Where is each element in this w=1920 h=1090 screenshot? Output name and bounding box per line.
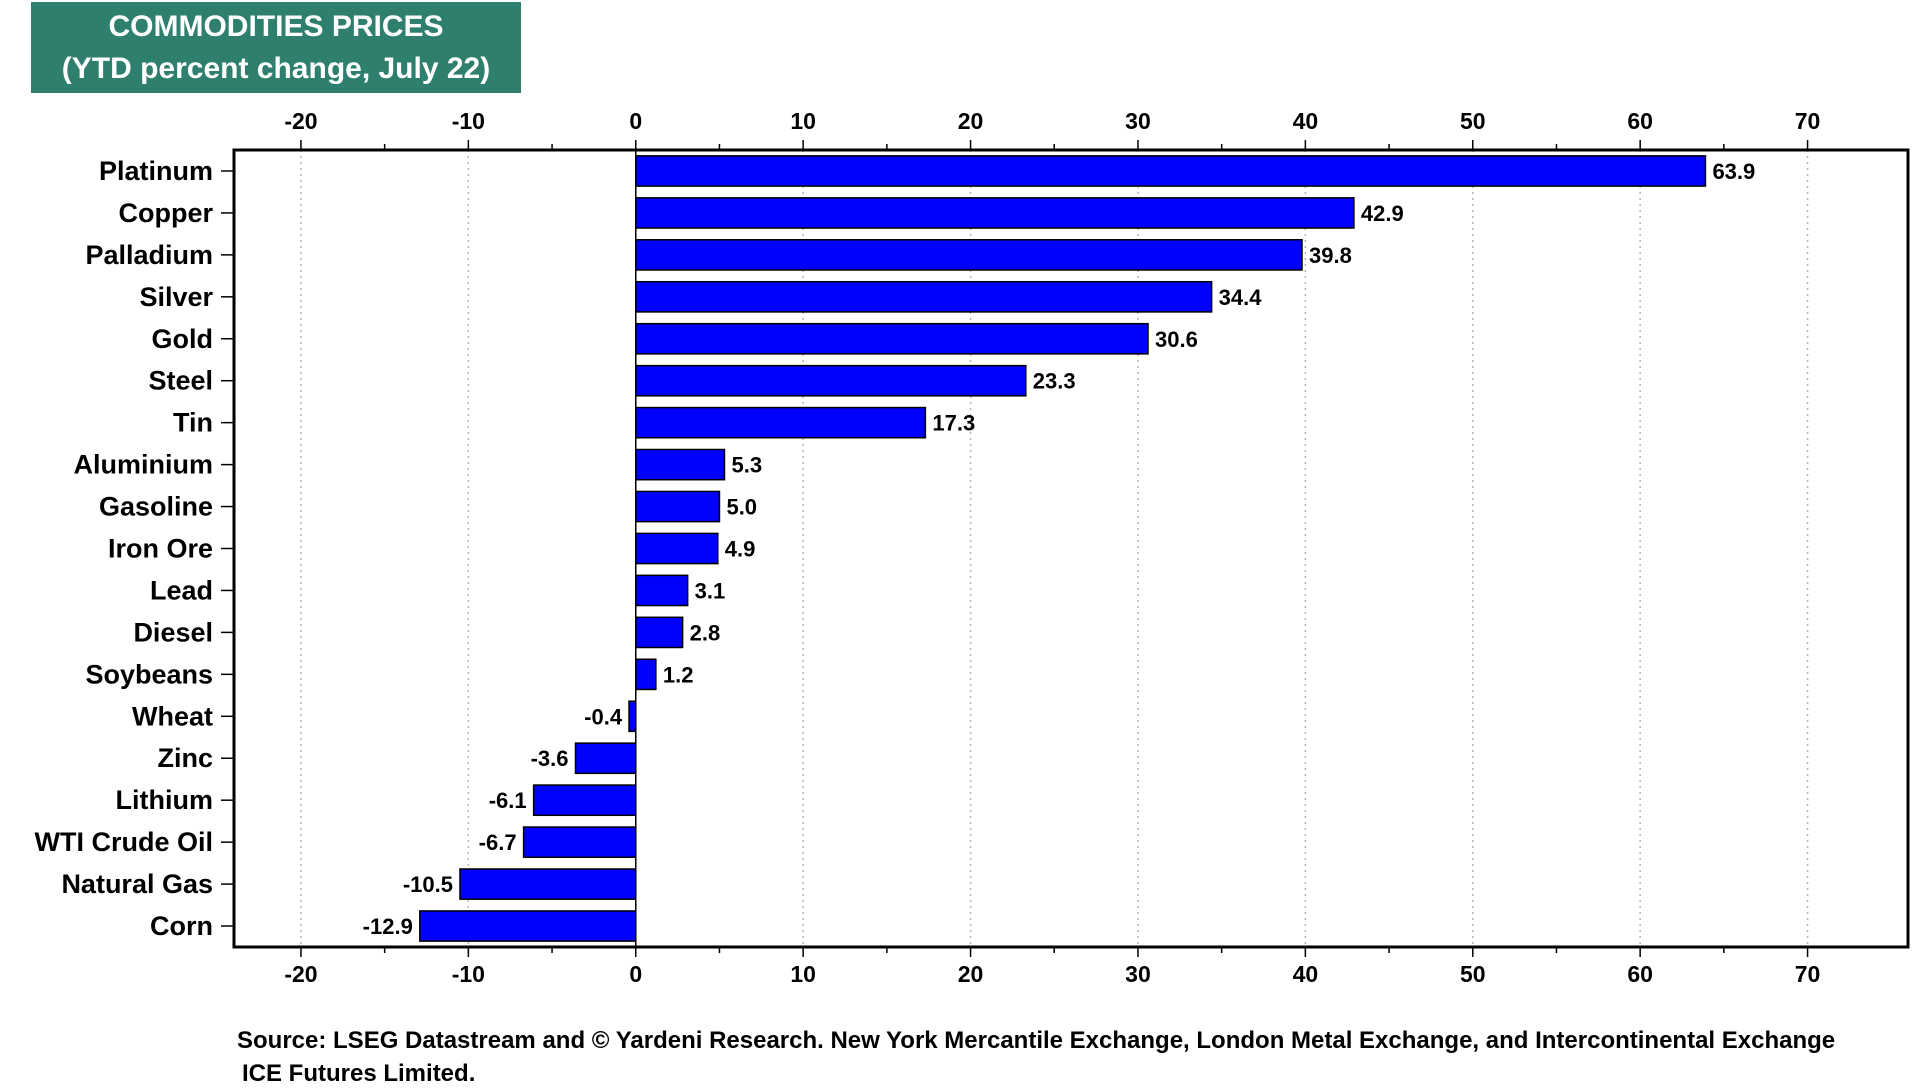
x-tick-label-top: -10 [452,108,485,134]
x-tick-label-bottom: -10 [452,961,485,987]
value-label: -6.7 [479,830,517,855]
category-label: Palladium [85,240,213,270]
bar [635,574,689,607]
bar [635,364,1027,397]
source-line-1: Source: LSEG Datastream and © Yardeni Re… [237,1027,1836,1054]
category-label: Steel [148,366,213,396]
bar [532,784,637,817]
bar [635,155,1707,187]
x-tick-label-top: -20 [284,108,317,134]
bar [459,868,637,900]
bar [635,322,1149,355]
value-label: 63.9 [1712,159,1755,184]
bar [635,658,657,691]
category-label: Lithium [116,785,213,815]
x-tick-label-top: 40 [1293,108,1319,134]
axis-labels: Platinum Copper Palladium Silver Gold Steel Ti… [35,108,1821,987]
category-label: Lead [150,575,213,605]
axis-ticks [221,140,1809,957]
value-label: 2.8 [690,620,721,645]
chart-subtitle: (YTD percent change, July 22) [61,51,491,85]
category-label: Wheat [132,701,213,731]
x-tick-label-bottom: 70 [1795,961,1821,987]
value-label: 17.3 [932,411,975,436]
value-label: -3.6 [531,746,569,771]
category-label: Platinum [99,156,213,186]
bar [635,448,726,481]
value-label: 5.0 [726,495,757,520]
value-label: 39.8 [1309,243,1352,268]
bar [574,742,637,775]
source-line-2: ICE Futures Limited. [242,1060,476,1087]
bar [635,490,721,523]
chart-title-box: COMMODITIES PRICES (YTD percent change, … [31,2,521,93]
category-label: Zinc [157,743,213,773]
x-tick-label-bottom: 50 [1460,961,1486,987]
bar [635,280,1213,313]
chart-title: COMMODITIES PRICES [108,9,444,43]
x-tick-label-bottom: 30 [1125,961,1151,987]
bar [635,197,1355,229]
x-tick-label-bottom: 0 [629,961,642,987]
category-label: Soybeans [85,659,213,689]
category-label: Gold [152,324,214,354]
bar [635,406,927,439]
x-tick-label-top: 20 [958,108,984,134]
value-label: 34.4 [1219,285,1263,310]
category-label: Gasoline [99,492,213,522]
x-tick-label-top: 0 [629,108,642,134]
x-tick-label-bottom: 10 [790,961,816,987]
value-label: 4.9 [725,537,756,562]
value-label: 42.9 [1361,201,1404,226]
value-label: 23.3 [1033,369,1076,394]
bars [419,155,1707,942]
category-label: Copper [119,198,214,228]
value-label: 3.1 [695,578,726,603]
x-tick-label-top: 10 [790,108,816,134]
source-note: Source: LSEG Datastream and © Yardeni Re… [237,1024,1897,1090]
x-tick-label-top: 70 [1795,108,1821,134]
category-label: Corn [150,911,213,941]
value-labels: 63.9 42.9 39.8 34.4 30.6 23.3 17.3 5.3 5.0 4.9 3.1… [363,159,1756,939]
x-tick-label-bottom: -20 [284,961,317,987]
bar [635,532,719,565]
bar [419,910,637,942]
bar [522,826,637,858]
value-label: -6.1 [489,788,527,813]
value-label: -0.4 [584,704,623,729]
bar [628,700,637,733]
x-tick-label-top: 30 [1125,108,1151,134]
x-tick-label-bottom: 60 [1627,961,1653,987]
category-label: Iron Ore [108,534,213,564]
value-label: 30.6 [1155,327,1198,352]
category-label: Natural Gas [61,869,213,899]
value-label: 1.2 [663,662,694,687]
category-label: Tin [173,408,213,438]
x-tick-label-bottom: 20 [958,961,984,987]
value-label: -12.9 [363,914,413,939]
category-label: Aluminium [74,450,214,480]
bar [635,239,1303,271]
value-label: 5.3 [731,453,762,478]
x-tick-label-bottom: 40 [1293,961,1319,987]
value-label: -10.5 [403,872,453,897]
category-label: Diesel [133,617,213,647]
x-tick-label-top: 60 [1627,108,1653,134]
x-tick-label-top: 50 [1460,108,1486,134]
category-label: WTI Crude Oil [35,827,214,857]
category-label: Silver [139,282,213,312]
bar [635,616,684,649]
